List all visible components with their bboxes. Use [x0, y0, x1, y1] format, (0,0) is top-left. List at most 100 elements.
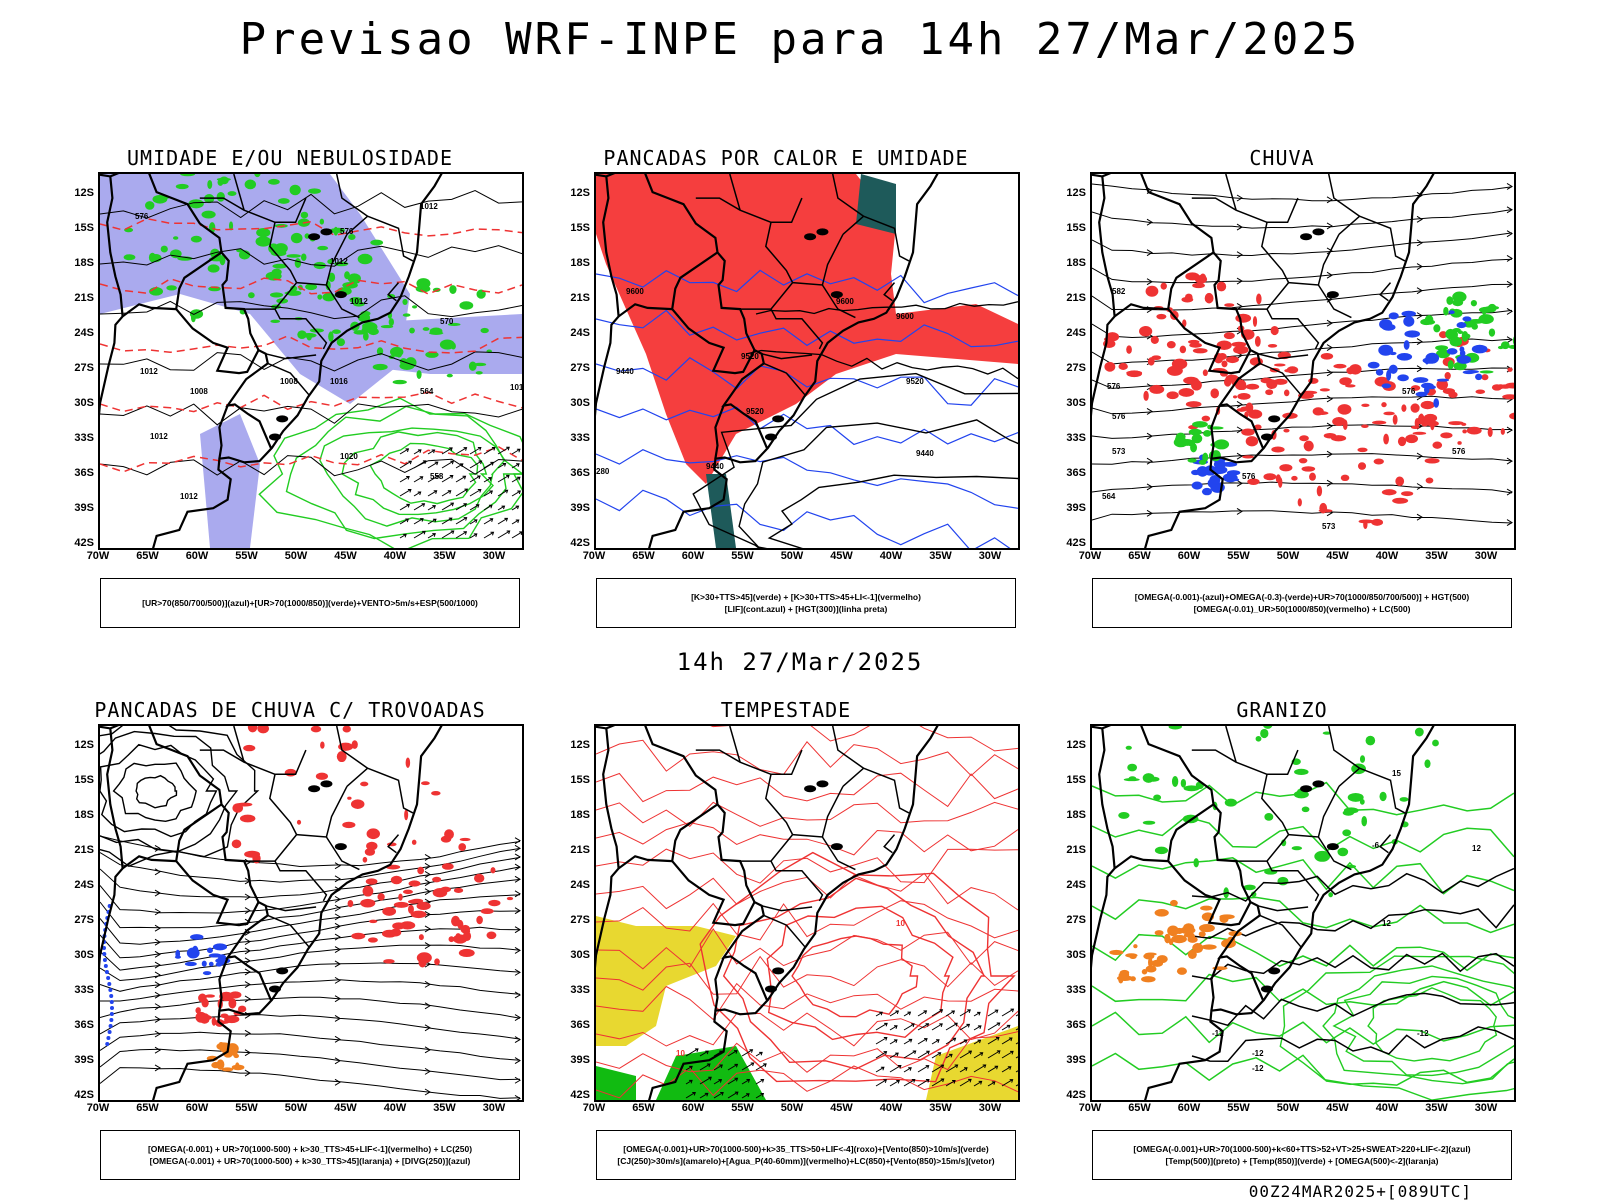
hgt-contour	[745, 349, 1018, 380]
lat-tick-label: 24S	[570, 879, 590, 891]
streamline-arrow	[1326, 222, 1333, 230]
thunder-red	[432, 888, 448, 898]
streamline-arrow	[1326, 271, 1333, 279]
panel-umidade: UMIDADE E/OU NEBULOSIDADE 1012 1012 1012 10…	[50, 146, 530, 628]
wind-vector	[469, 460, 483, 469]
country-border	[1092, 855, 1169, 969]
streamline-arrow	[1236, 479, 1243, 487]
map-trovoadas[interactable]	[98, 724, 524, 1102]
streamline-arrow	[1326, 344, 1333, 352]
streamline-arrow	[334, 946, 341, 953]
map-tempestade[interactable]: 10 10	[594, 724, 1020, 1102]
streamline-arrow	[244, 858, 251, 866]
contour-label: 1012	[180, 492, 198, 501]
temp850-contour	[1092, 973, 1514, 1007]
rain-blue	[1421, 382, 1434, 389]
temp850-green	[1260, 728, 1269, 739]
streamline-arrow	[1326, 319, 1333, 327]
thunder-red	[417, 866, 425, 875]
streamline-arrow	[1416, 239, 1423, 247]
state-border	[335, 726, 369, 769]
wind-vector	[875, 1036, 888, 1045]
temp850-green	[1250, 891, 1257, 898]
map-pancadas-calor[interactable]: 9600 9600 9600 9520 9520 9520 9440 9440 9440 280	[594, 172, 1020, 550]
thunder-red	[347, 899, 354, 908]
humidity-contour	[258, 397, 522, 548]
lat-tick-label: 36S	[1066, 1019, 1086, 1031]
thunder-red	[408, 904, 414, 914]
rain-red	[1201, 415, 1211, 422]
temp850-contour	[1092, 1011, 1514, 1045]
temp850-green	[1294, 768, 1309, 776]
lat-tick-label: 33S	[1066, 432, 1086, 444]
streamline-arrow	[154, 971, 161, 979]
humidity-green	[449, 285, 457, 294]
streamline-arrow	[514, 1076, 521, 1084]
wind-vector	[945, 1022, 958, 1031]
wind-vector	[685, 1079, 693, 1085]
lat-tick-label: 24S	[74, 879, 94, 891]
rain-red	[1432, 441, 1443, 449]
temp850-green	[1154, 846, 1169, 855]
wind-vector	[713, 1092, 724, 1099]
humidity-green	[188, 199, 204, 209]
lat-tick-label: 42S	[74, 537, 94, 549]
rain-blue	[1207, 478, 1217, 488]
map-basemap	[1092, 726, 1435, 1100]
rain-red	[1239, 383, 1247, 390]
thunder-red	[257, 726, 270, 734]
rain-red	[1361, 424, 1369, 429]
contour-label: 576	[1452, 447, 1466, 456]
thunder-red	[418, 934, 424, 941]
streamline	[100, 726, 260, 867]
humidity-green	[180, 174, 196, 177]
humidity-green	[160, 245, 168, 253]
streamline	[1092, 309, 1513, 339]
lat-tick-label: 27S	[570, 914, 590, 926]
temp850-green	[1337, 847, 1349, 857]
streamline-arrow	[1326, 395, 1333, 403]
wind-vector	[455, 531, 468, 539]
map-umidade[interactable]: 1012 1012 1012 1012 1016 1016 1020 1008 1008 1012…	[98, 172, 524, 550]
map-chuva[interactable]: 582 576 576 576 573 576 576 573 564	[1090, 172, 1516, 550]
map-granizo[interactable]: -12 -12 -12 -12 12 12 -6 15	[1090, 724, 1516, 1102]
lake	[804, 785, 817, 793]
thunder-orange	[219, 1042, 224, 1046]
rain-blue	[1462, 316, 1472, 322]
divergence-blue	[103, 964, 108, 968]
rain-red	[1223, 332, 1235, 340]
wind-vector	[1015, 1014, 1018, 1017]
rain-red	[1345, 384, 1356, 388]
thunder-red	[441, 863, 454, 870]
lake	[1260, 985, 1273, 993]
lat-tick-label: 36S	[570, 1019, 590, 1031]
lake	[308, 785, 321, 793]
rain-red	[1423, 413, 1438, 423]
lon-tick-label: 45W	[334, 1102, 357, 1114]
wind-vector	[917, 1023, 930, 1031]
streamline-arrow	[154, 924, 161, 932]
rain-blue	[1448, 310, 1455, 315]
temp850-green	[1424, 759, 1431, 768]
thunder-red	[488, 899, 501, 907]
lake	[1300, 785, 1313, 793]
wind850-green	[596, 1066, 636, 1100]
lon-tick-label: 35W	[1425, 1102, 1448, 1114]
rain-red	[1242, 455, 1254, 459]
thunder-red	[490, 867, 496, 874]
rain-green	[1488, 328, 1496, 337]
state-border	[763, 914, 806, 948]
rain-red	[1303, 440, 1314, 452]
wind-vector	[699, 1050, 709, 1057]
precip-water-contour	[596, 726, 1018, 752]
rain-red	[1448, 421, 1464, 426]
wind-vector	[399, 518, 409, 525]
rain-red	[1298, 457, 1308, 464]
lon-tick-label: 45W	[334, 550, 357, 562]
rain-red	[1139, 326, 1153, 337]
rain-red	[1337, 435, 1345, 441]
temp850-green	[1342, 829, 1352, 837]
wind-vector	[1015, 1056, 1018, 1059]
rain-red	[1191, 379, 1202, 391]
state-border	[729, 726, 741, 763]
